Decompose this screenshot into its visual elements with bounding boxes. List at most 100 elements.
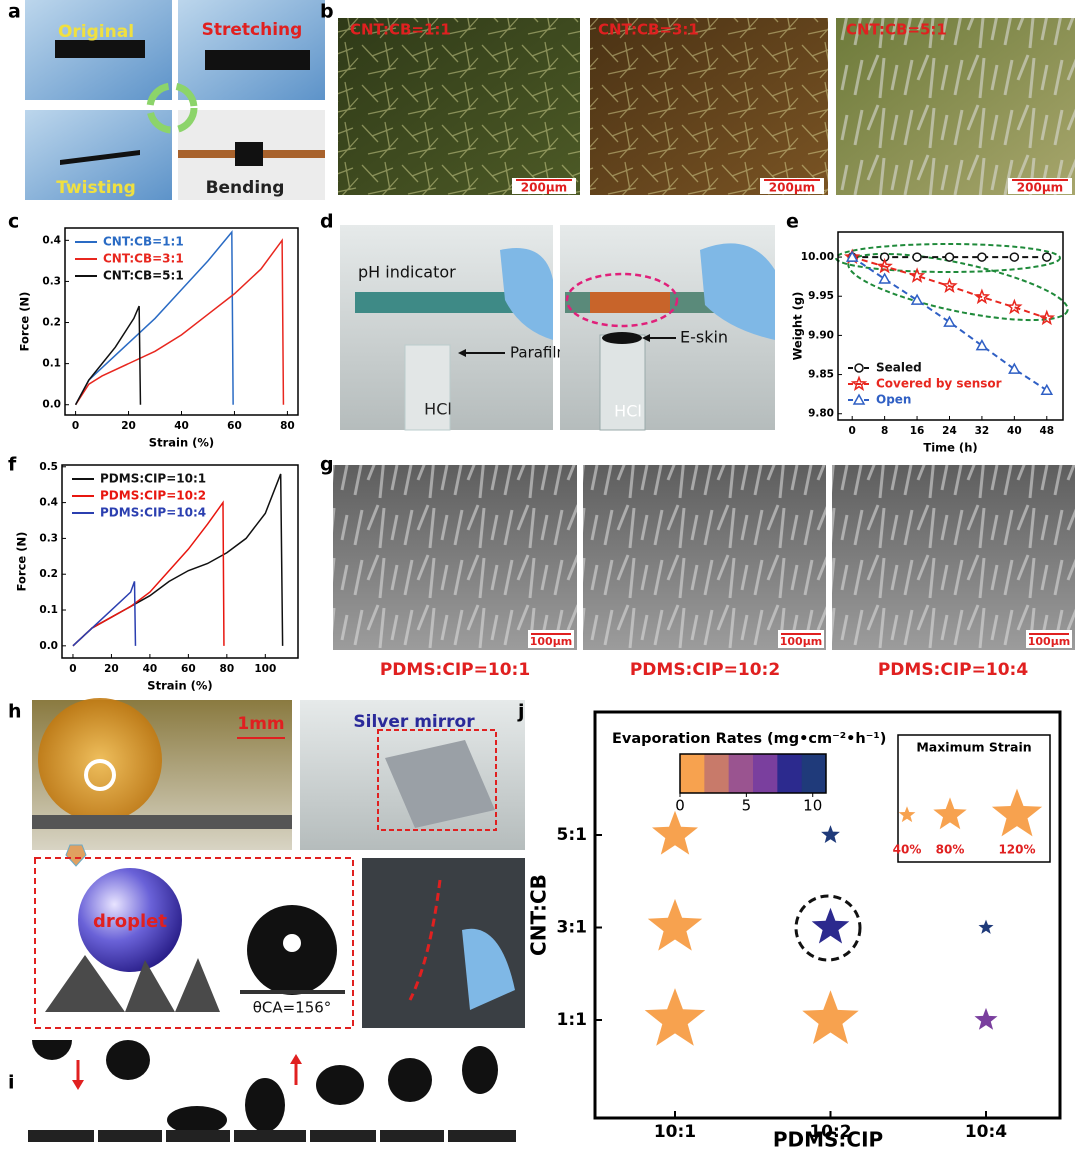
marker <box>977 252 987 262</box>
legend-label: PDMS:CIP=10:1 <box>100 472 206 486</box>
data-line <box>72 500 225 647</box>
marker <box>852 393 866 405</box>
x-tick-label: 16 <box>910 425 925 437</box>
colorbar-title: Evaporation Rates (mg•cm⁻²•h⁻¹) <box>612 731 886 747</box>
y-tick-label: 0.1 <box>42 358 61 370</box>
drop <box>106 1040 150 1080</box>
photo <box>25 110 172 200</box>
y-tick-label: 0.2 <box>42 317 61 329</box>
photo-label: Bending <box>206 178 285 198</box>
panel-letter: f <box>8 454 17 476</box>
y-axis-label: CNT:CB <box>527 874 551 956</box>
vial <box>599 334 646 431</box>
panel-d: d pH indicator Parafilm HCl E-skin HCl <box>320 211 775 431</box>
scale-label: 200μm <box>1017 181 1063 195</box>
x-tick-label: 20 <box>121 420 136 432</box>
panel-i: i <box>8 1040 516 1142</box>
y-tick-label: 0.0 <box>42 399 61 411</box>
x-tick-label: 48 <box>1039 425 1054 437</box>
scale-label: 100μm <box>780 635 823 648</box>
size-legend-title: Maximum Strain <box>916 740 1031 755</box>
x-tick-label: 40 <box>1007 425 1022 437</box>
arrow-head <box>642 334 650 342</box>
arrow-head <box>290 1054 302 1064</box>
x-tick-label: 0 <box>849 425 856 437</box>
y-tick-label: 3:1 <box>557 918 587 938</box>
panel-letter: i <box>8 1072 15 1094</box>
plot-frame <box>61 464 299 659</box>
marker <box>943 315 956 327</box>
drop <box>245 1078 285 1132</box>
marker <box>876 257 893 274</box>
legend-label: CNT:CB=3:1 <box>103 252 184 266</box>
panel-letter: g <box>320 454 334 476</box>
spikes <box>45 955 220 1012</box>
y-tick-label: 9.90 <box>808 329 834 341</box>
star-point <box>821 825 840 843</box>
scale-bg <box>760 178 824 194</box>
drop <box>32 1040 72 1060</box>
cycle-arrow <box>146 82 198 134</box>
image-label: CNT:CB=1:1 <box>350 21 451 39</box>
colorbar-tick-label: 0 <box>675 797 685 815</box>
image-label: PDMS:CIP=10:2 <box>630 660 780 680</box>
data-line <box>74 238 285 406</box>
y-tick-label: 0.2 <box>39 568 58 580</box>
image-label: PDMS:CIP=10:4 <box>878 660 1028 680</box>
x-tick-label: 10:4 <box>965 1122 1007 1142</box>
star-point <box>811 907 850 944</box>
image-label: CNT:CB=5:1 <box>846 21 947 39</box>
star-point <box>644 988 706 1046</box>
surface <box>380 1130 444 1142</box>
data-line <box>851 256 1048 320</box>
x-axis-label: Strain (%) <box>149 436 214 450</box>
x-tick-label: 0 <box>69 663 76 675</box>
marker <box>908 267 926 283</box>
x-tick-label: 80 <box>220 663 235 675</box>
colorbar-segment <box>728 754 754 793</box>
colorbar-segment <box>680 754 705 793</box>
image-label: CNT:CB=3:1 <box>598 21 699 39</box>
marker <box>1006 298 1023 315</box>
marker <box>878 272 891 284</box>
scale-bg <box>512 178 576 194</box>
photo-label: Stretching <box>202 20 303 40</box>
scale-bg <box>1008 178 1072 194</box>
panel-letter: a <box>8 1 21 23</box>
legend-label: PDMS:CIP=10:4 <box>100 506 206 520</box>
x-tick-label: 10:1 <box>654 1122 696 1142</box>
diagram-label: θCA=156° <box>253 999 332 1017</box>
marker <box>910 293 924 305</box>
texture <box>832 465 1075 650</box>
drop <box>316 1065 364 1105</box>
plot-frame <box>593 710 1062 1120</box>
size-legend-label: 40% <box>893 843 922 857</box>
photo-label: Original <box>58 22 134 42</box>
texture <box>836 18 1075 195</box>
photo-label: Twisting <box>56 178 136 198</box>
panel-b: b CNT:CB=1:1 CNT:CB=3:1 CNT:CB=5:1 200μm… <box>320 1 1075 195</box>
x-axis-label: Time (h) <box>923 441 977 455</box>
legend-label: Open <box>876 393 911 407</box>
plot-frame <box>837 231 1064 421</box>
colorbar-segment <box>801 754 827 793</box>
size-legend-star <box>991 788 1043 837</box>
drop <box>388 1058 432 1102</box>
surface <box>28 1130 94 1142</box>
highlight <box>794 894 862 962</box>
surface <box>234 1130 306 1142</box>
x-axis-label: Strain (%) <box>147 679 212 693</box>
arrow <box>65 844 87 867</box>
photo-label: E-skin <box>680 328 728 347</box>
x-tick-label: 8 <box>881 425 888 437</box>
texture <box>583 465 826 650</box>
x-tick-label: 10:2 <box>809 1122 851 1142</box>
star-point <box>647 898 703 951</box>
e-skin <box>602 332 642 344</box>
y-tick-label: 10.00 <box>801 251 834 263</box>
image-label: PDMS:CIP=10:1 <box>380 660 530 680</box>
size-legend-star <box>898 806 916 823</box>
highlight <box>377 729 497 831</box>
x-tick-label: 40 <box>143 663 158 675</box>
